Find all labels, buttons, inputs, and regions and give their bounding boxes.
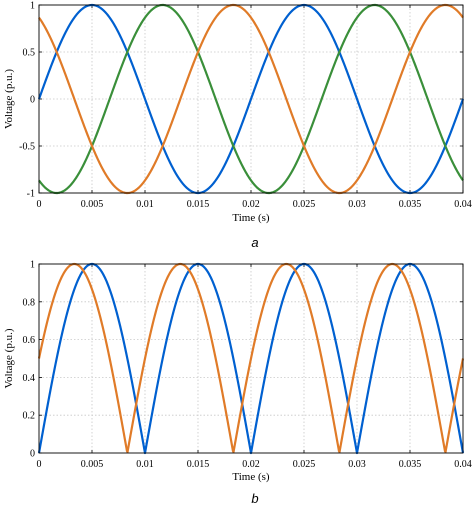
x-tick-label: 0.04 — [454, 199, 472, 210]
y-tick-label: 1 — [30, 1, 35, 12]
y-tick-label: 0.4 — [23, 373, 36, 384]
x-tick-label: 0.02 — [242, 199, 260, 210]
x-tick-label: 0.01 — [136, 459, 154, 470]
y-tick-label: 0.8 — [23, 297, 36, 308]
y-tick-label: 0.2 — [23, 411, 36, 422]
y-axis-label: Voltage (p.u.) — [3, 328, 15, 388]
y-tick-label: 0.6 — [23, 335, 36, 346]
y-tick-label: 0.5 — [23, 48, 36, 59]
x-tick-label: 0 — [37, 199, 42, 210]
x-tick-label: 0.03 — [348, 459, 366, 470]
x-tick-label: 0.005 — [81, 199, 104, 210]
series-line-2 — [38, 3, 464, 195]
x-tick-label: 0.02 — [242, 459, 260, 470]
x-tick-label: 0.025 — [293, 199, 316, 210]
y-tick-label: 1 — [30, 260, 35, 271]
y-tick-label: -0.5 — [19, 142, 35, 153]
x-axis-label: Time (s) — [232, 212, 270, 224]
chart-b: 0 0.005 0.01 0.015 0.02 0.025 0.03 0.035 0.04 0 0.… — [3, 260, 472, 506]
plot-frame — [38, 263, 464, 454]
series-line-3 — [38, 3, 464, 195]
x-tick-label: 0.03 — [348, 199, 366, 210]
x-tick-label: 0.005 — [81, 459, 104, 470]
plot-frame — [38, 4, 464, 194]
x-tick-label: 0.015 — [187, 199, 210, 210]
x-tick-label: 0.01 — [136, 199, 154, 210]
chart-a: 0 0.005 0.01 0.015 0.02 0.025 0.03 0.035 0.04 -1 -… — [3, 1, 472, 251]
y-tick-label: 0 — [30, 95, 35, 106]
x-tick-label: 0.015 — [187, 459, 210, 470]
x-tick-label: 0.025 — [293, 459, 316, 470]
y-tick-label: -1 — [27, 189, 35, 200]
x-tick-label: 0.04 — [454, 459, 472, 470]
panel-caption: a — [251, 235, 258, 250]
x-tick-label: 0.035 — [399, 199, 422, 210]
y-axis-label: Voltage (p.u.) — [3, 69, 15, 129]
y-tick-label: 0 — [30, 449, 35, 460]
x-tick-label: 0 — [37, 459, 42, 470]
x-axis-label: Time (s) — [232, 471, 270, 483]
series-line-1 — [37, 3, 465, 195]
x-tick-label: 0.035 — [399, 459, 422, 470]
panel-caption: b — [251, 491, 258, 506]
